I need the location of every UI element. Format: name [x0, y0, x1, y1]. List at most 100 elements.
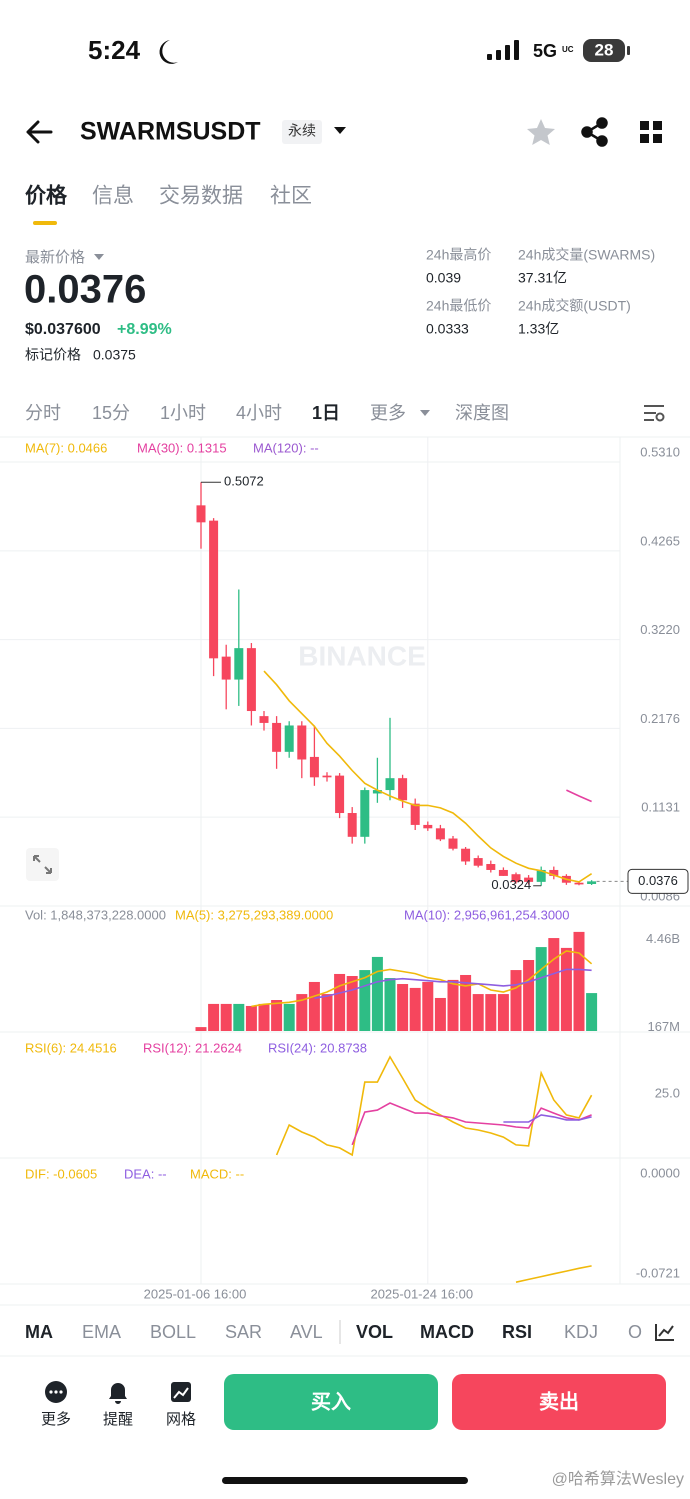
indicator-tab[interactable]: RSI — [502, 1322, 532, 1342]
y-tick-label: 0.3220 — [640, 622, 680, 637]
legend-entry: MA(10): 2,956,961,254.3000 — [404, 907, 570, 922]
candle-body — [234, 648, 244, 680]
candle-body — [221, 656, 231, 680]
buy-button[interactable] — [224, 1374, 438, 1430]
stat-label: 24h成交额(USDT) — [518, 298, 631, 314]
back-button[interactable] — [26, 120, 53, 144]
mark-price-label: 标记价格 — [25, 347, 81, 363]
home-indicator — [222, 1477, 468, 1484]
interval-tab[interactable]: 4小时 — [236, 403, 282, 423]
legend-entry: MA(7): 0.0466 — [25, 440, 107, 455]
action-label[interactable]: 网格 — [166, 1411, 196, 1428]
indicator-tab[interactable]: MACD — [420, 1322, 474, 1342]
volume-bar — [586, 993, 598, 1031]
x-tick-label: 2025-01-24 16:00 — [370, 1286, 473, 1301]
stat-label: 24h最高价 — [426, 247, 491, 263]
indicator-tab[interactable]: SAR — [225, 1322, 262, 1342]
candle-body — [536, 869, 546, 882]
candle-body — [284, 725, 294, 752]
candle-body — [498, 869, 508, 876]
candle-body — [549, 869, 559, 876]
legend-entry: MA(5): 3,275,293,389.0000 — [175, 907, 333, 922]
volume-bar — [523, 960, 535, 1031]
candle-body — [347, 813, 357, 837]
tab[interactable]: 价格 — [25, 184, 68, 208]
sell-button[interactable] — [452, 1374, 666, 1430]
candle-body — [372, 790, 382, 794]
volume-bar — [460, 974, 472, 1031]
expand-button[interactable] — [26, 848, 59, 881]
battery-level: 28 — [595, 40, 614, 59]
legend-entry: RSI(12): 21.2624 — [143, 1040, 242, 1055]
indicator-tab[interactable]: AVL — [290, 1322, 323, 1342]
candle-body — [360, 790, 370, 837]
candle-body — [410, 803, 420, 825]
volume-bar — [510, 970, 522, 1031]
more-icon[interactable] — [45, 1381, 67, 1403]
price-type-dropdown[interactable] — [94, 254, 104, 260]
tab[interactable]: 交易数据 — [159, 185, 243, 208]
buy-label: 买入 — [311, 1390, 351, 1413]
indicator-tab[interactable]: KDJ — [564, 1322, 598, 1342]
indicator-tab[interactable]: O — [628, 1322, 642, 1342]
candle-body — [297, 725, 307, 760]
y-tick-label: 25.0 — [655, 1085, 680, 1100]
indicator-tab[interactable]: BOLL — [150, 1322, 196, 1342]
indicator-tab[interactable]: MA — [25, 1322, 53, 1342]
stat-value: 1.33亿 — [518, 321, 559, 337]
volume-bar — [308, 981, 320, 1031]
y-tick-label: 0.5310 — [640, 444, 680, 459]
watermark: @哈希算法Wesley — [552, 1469, 684, 1488]
chart-settings-button[interactable] — [644, 405, 665, 422]
tab[interactable]: 信息 — [92, 185, 134, 208]
layout-button[interactable] — [640, 121, 662, 143]
volume-bar — [422, 981, 434, 1031]
share-button[interactable] — [581, 117, 608, 147]
high-label: 0.5072 — [224, 474, 264, 489]
indicator-settings[interactable] — [655, 1324, 674, 1341]
interval-tab[interactable]: 深度图 — [455, 403, 509, 423]
interval-tab[interactable]: 分时 — [25, 403, 61, 423]
indicator-tab[interactable]: VOL — [356, 1322, 393, 1342]
indicator-tab[interactable]: EMA — [82, 1322, 121, 1342]
more-dropdown[interactable] — [420, 410, 430, 416]
stat-label: 24h最低价 — [426, 298, 491, 314]
y-tick-label: 0.2176 — [640, 711, 680, 726]
volume-bar — [346, 976, 358, 1031]
symbol-dropdown[interactable] — [334, 127, 346, 134]
favorite-button[interactable] — [527, 119, 555, 145]
legend-entry: MACD: -- — [190, 1166, 244, 1181]
candle-body — [435, 828, 445, 840]
interval-tab[interactable]: 1日 — [312, 403, 340, 423]
alert-icon[interactable] — [109, 1383, 127, 1404]
action-label[interactable]: 更多 — [41, 1411, 71, 1428]
candle-body — [423, 824, 433, 829]
stat-value: 37.31亿 — [518, 270, 567, 286]
interval-tab[interactable]: 更多 — [370, 403, 406, 423]
volume-bar — [447, 979, 459, 1031]
interval-tab[interactable]: 1小时 — [160, 403, 206, 423]
stat-label: 24h成交量(SWARMS) — [518, 247, 655, 263]
chart-watermark: BINANCE — [298, 640, 426, 671]
y-tick-label: 0.0000 — [640, 1165, 680, 1180]
interval-tab[interactable]: 15分 — [92, 403, 130, 423]
battery — [583, 39, 625, 62]
candle-body — [335, 775, 345, 814]
stat-value: 0.0333 — [426, 321, 469, 337]
volume-bar — [371, 956, 383, 1031]
volume-bar — [560, 947, 572, 1031]
candle-body — [448, 838, 458, 849]
low-label: 0.0324 — [491, 877, 531, 892]
candle-body — [398, 778, 408, 801]
legend-entry: DEA: -- — [124, 1166, 167, 1181]
volume-bar — [472, 994, 484, 1031]
action-label[interactable]: 提醒 — [103, 1411, 133, 1428]
tab-indicator — [33, 221, 57, 225]
grid-icon[interactable] — [171, 1382, 191, 1402]
candle-body — [259, 716, 269, 723]
candle-body — [196, 505, 206, 523]
tab[interactable]: 社区 — [270, 185, 312, 208]
last-price-label: 最新价格 — [25, 249, 85, 266]
moon-icon — [159, 40, 178, 64]
